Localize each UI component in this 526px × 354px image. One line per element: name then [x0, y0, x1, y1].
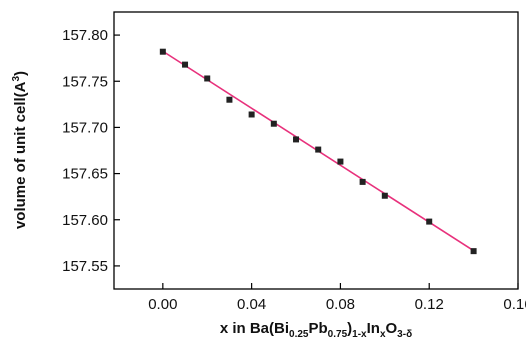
x-tick-label: 0.16: [503, 296, 526, 313]
x-label-mid-2: ): [347, 320, 352, 337]
data-point: [359, 178, 366, 185]
x-tick-label: 0.08: [326, 296, 355, 313]
x-tick-label: 0.04: [237, 296, 266, 313]
x-tick-label: 0.12: [415, 296, 444, 313]
x-label-sub-5: 3-δ: [397, 329, 412, 340]
y-tick-label: 157.70: [62, 119, 108, 136]
y-label-end: ): [12, 71, 29, 76]
data-point: [426, 218, 433, 225]
data-point: [293, 136, 300, 143]
y-axis-ticks: 157.55 157.60 157.65 157.70 157.75 157.80: [62, 27, 120, 275]
y-axis-label: volume of unit cell(A3): [11, 71, 29, 229]
data-point: [248, 111, 255, 118]
x-label-mid-1: Pb: [309, 320, 328, 337]
y-tick-label: 157.60: [62, 212, 108, 229]
x-tick-label: 0.00: [148, 296, 177, 313]
x-axis-ticks: 0.00 0.04 0.08 0.12 0.16: [148, 283, 526, 313]
data-point: [337, 158, 344, 165]
x-label-sub-3: 1-x: [352, 329, 367, 340]
data-point: [159, 48, 166, 55]
data-point: [315, 146, 322, 153]
x-label-mid-4: O: [386, 320, 398, 337]
x-label-mid-3: In: [367, 320, 380, 337]
data-point: [270, 120, 277, 127]
x-label-sub-1: 0.25: [289, 329, 309, 340]
data-point: [470, 248, 477, 255]
data-points: [159, 48, 477, 255]
data-point: [381, 192, 388, 199]
y-tick-label: 157.55: [62, 258, 108, 275]
data-point: [182, 61, 189, 68]
y-tick-label: 157.80: [62, 27, 108, 44]
y-tick-label: 157.65: [62, 166, 108, 183]
y-label-base: volume of unit cell(A: [12, 81, 29, 229]
data-point: [226, 96, 233, 103]
x-label-sub-4: x: [380, 329, 386, 340]
x-label-prefix: x in Ba(Bi: [220, 320, 289, 337]
x-label-sub-2: 0.75: [328, 329, 348, 340]
y-tick-label: 157.75: [62, 73, 108, 90]
x-axis-label: x in Ba(Bi0.25Pb0.75)1-xInxO3-δ: [220, 320, 412, 340]
y-label-sup: 3: [11, 76, 22, 82]
data-point: [204, 75, 211, 82]
